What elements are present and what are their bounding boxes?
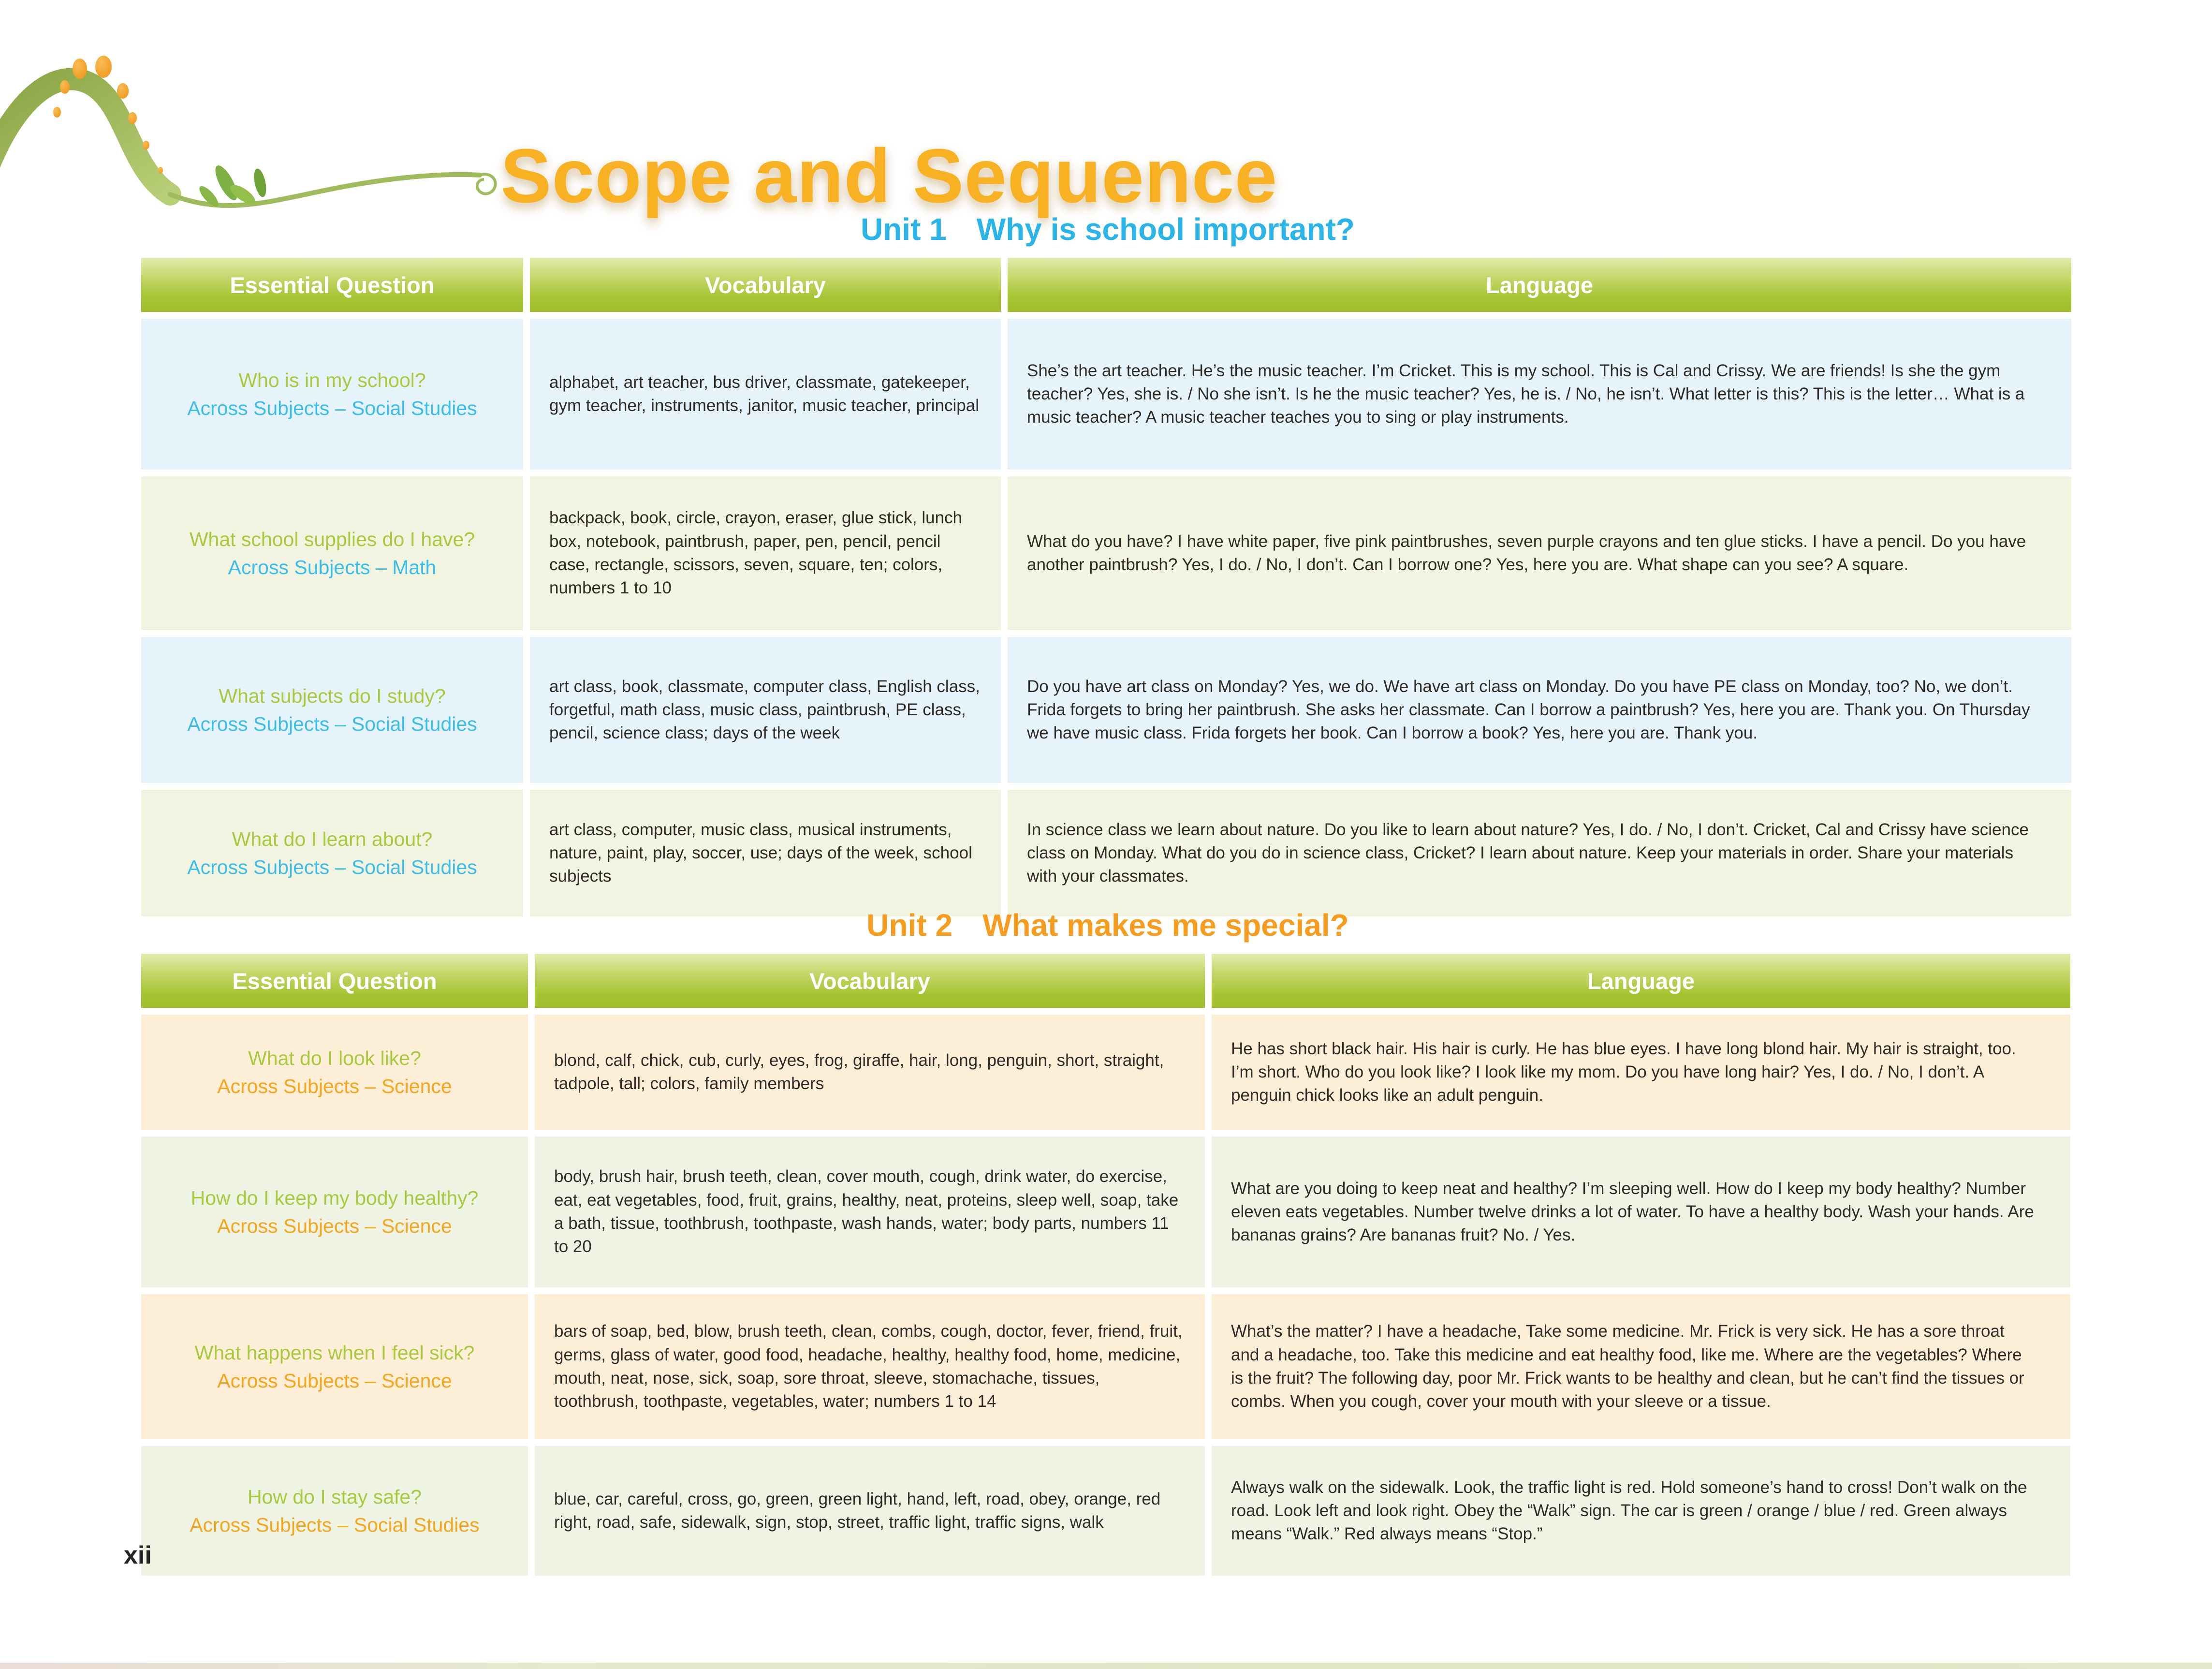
vocabulary-cell: art class, book, classmate, computer cla… <box>530 637 1001 783</box>
vocabulary-cell: alphabet, art teacher, bus driver, class… <box>530 319 1001 470</box>
unit-2-question: What makes me special? <box>982 908 1349 943</box>
essential-question-cell: Who is in my school? Across Subjects – S… <box>141 319 523 470</box>
essential-question-text: What do I look like? <box>248 1047 421 1069</box>
leaf-icon <box>254 168 266 197</box>
vocabulary-text: alphabet, art teacher, bus driver, class… <box>549 372 980 415</box>
language-text: Do you have art class on Monday? Yes, we… <box>1027 677 2030 743</box>
across-subjects-text: Across Subjects – Science <box>217 1370 452 1392</box>
essential-question-text: What happens when I feel sick? <box>194 1341 475 1364</box>
orange-bud-icon <box>143 141 149 149</box>
across-subjects-text: Across Subjects – Social Studies <box>190 1514 480 1536</box>
language-cell: He has short black hair. His hair is cur… <box>1212 1015 2070 1130</box>
column-header-essential-question: Essential Question <box>141 258 523 312</box>
across-subjects-text: Across Subjects – Social Studies <box>187 856 477 878</box>
page-number: xii <box>124 1541 152 1569</box>
vine-tendril <box>168 172 482 208</box>
across-subjects-text: Across Subjects – Social Studies <box>187 397 477 419</box>
column-header-language: Language <box>1008 258 2071 312</box>
across-subjects-text: Across Subjects – Social Studies <box>187 713 477 735</box>
vocabulary-text: art class, computer, music class, musica… <box>549 820 972 886</box>
unit-2-heading: Unit 2 What makes me special? <box>141 907 2074 943</box>
language-cell: What are you doing to keep neat and heal… <box>1212 1137 2070 1287</box>
orange-bud-icon <box>60 80 70 94</box>
vocabulary-text: body, brush hair, brush teeth, clean, co… <box>554 1167 1179 1256</box>
unit-2-label: Unit 2 <box>866 908 953 943</box>
essential-question-text: How do I stay safe? <box>247 1485 422 1508</box>
orange-bud-icon <box>73 59 87 79</box>
orange-bud-icon <box>117 83 129 99</box>
vocabulary-text: blue, car, careful, cross, go, green, gr… <box>554 1489 1161 1532</box>
across-subjects-text: Across Subjects – Science <box>217 1215 452 1237</box>
language-text: In science class we learn about nature. … <box>1027 820 2029 886</box>
essential-question-cell: What happens when I feel sick? Across Su… <box>141 1294 528 1439</box>
language-cell: Do you have art class on Monday? Yes, we… <box>1008 637 2071 783</box>
essential-question-cell: What subjects do I study? Across Subject… <box>141 637 523 783</box>
column-header-essential-question: Essential Question <box>141 954 528 1008</box>
vocabulary-text: art class, book, classmate, computer cla… <box>549 677 980 743</box>
vine-branch-decoration <box>0 56 497 208</box>
page-edge-decoration <box>0 1663 2212 1669</box>
across-subjects-text: Across Subjects – Math <box>228 556 437 578</box>
vine-stem <box>0 68 181 206</box>
column-header-vocabulary: Vocabulary <box>535 954 1205 1008</box>
vocabulary-cell: bars of soap, bed, blow, brush teeth, cl… <box>535 1294 1205 1439</box>
unit-1-question: Why is school important? <box>976 212 1355 247</box>
across-subjects-text: Across Subjects – Science <box>217 1075 452 1097</box>
orange-bud-icon <box>95 56 112 78</box>
essential-question-text: What subjects do I study? <box>219 684 446 707</box>
language-cell: Always walk on the sidewalk. Look, the t… <box>1212 1446 2070 1576</box>
vocabulary-text: backpack, book, circle, crayon, eraser, … <box>549 508 963 598</box>
column-header-vocabulary: Vocabulary <box>530 258 1001 312</box>
unit-1-table: Essential Question Vocabulary Language W… <box>141 258 2074 916</box>
essential-question-cell: How do I keep my body healthy? Across Su… <box>141 1137 528 1287</box>
language-text: Always walk on the sidewalk. Look, the t… <box>1231 1477 2027 1544</box>
unit-2-section: Unit 2 What makes me special? Essential … <box>141 907 2074 1576</box>
vocabulary-cell: blue, car, careful, cross, go, green, gr… <box>535 1446 1205 1576</box>
orange-bud-icon <box>53 107 61 118</box>
language-cell: What do you have? I have white paper, fi… <box>1008 476 2071 630</box>
vocabulary-cell: backpack, book, circle, crayon, eraser, … <box>530 476 1001 630</box>
essential-question-text: What do I learn about? <box>232 827 433 850</box>
essential-question-text: What school supplies do I have? <box>189 528 475 550</box>
vocabulary-cell: body, brush hair, brush teeth, clean, co… <box>535 1137 1205 1287</box>
language-text: He has short black hair. His hair is cur… <box>1231 1039 2016 1105</box>
language-text: She’s the art teacher. He’s the music te… <box>1027 361 2025 427</box>
essential-question-cell: What school supplies do I have? Across S… <box>141 476 523 630</box>
essential-question-text: Who is in my school? <box>238 369 426 391</box>
vocabulary-cell: blond, calf, chick, cub, curly, eyes, fr… <box>535 1015 1205 1130</box>
vocabulary-text: blond, calf, chick, cub, curly, eyes, fr… <box>554 1050 1164 1093</box>
column-header-language: Language <box>1212 954 2070 1008</box>
page-title: Scope and Sequence <box>500 133 1278 219</box>
language-text: What’s the matter? I have a headache, Ta… <box>1231 1322 2024 1411</box>
unit-1-label: Unit 1 <box>860 212 947 247</box>
vocabulary-cell: art class, computer, music class, musica… <box>530 790 1001 916</box>
unit-2-table: Essential Question Vocabulary Language W… <box>141 954 2074 1576</box>
leaf-icon <box>230 185 255 204</box>
unit-1-heading: Unit 1 Why is school important? <box>141 211 2074 247</box>
vocabulary-text: bars of soap, bed, blow, brush teeth, cl… <box>554 1322 1183 1411</box>
vine-curl <box>475 173 497 195</box>
language-cell: She’s the art teacher. He’s the music te… <box>1008 319 2071 470</box>
essential-question-text: How do I keep my body healthy? <box>190 1186 479 1209</box>
language-cell: In science class we learn about nature. … <box>1008 790 2071 916</box>
unit-1-section: Unit 1 Why is school important? Essentia… <box>141 211 2074 916</box>
language-cell: What’s the matter? I have a headache, Ta… <box>1212 1294 2070 1439</box>
essential-question-cell: What do I learn about? Across Subjects –… <box>141 790 523 916</box>
language-text: What do you have? I have white paper, fi… <box>1027 532 2026 574</box>
orange-bud-icon <box>158 167 163 174</box>
leaf-icon <box>199 186 219 207</box>
essential-question-cell: How do I stay safe? Across Subjects – So… <box>141 1446 528 1576</box>
orange-bud-icon <box>128 112 137 124</box>
essential-question-cell: What do I look like? Across Subjects – S… <box>141 1015 528 1130</box>
language-text: What are you doing to keep neat and heal… <box>1231 1179 2034 1245</box>
